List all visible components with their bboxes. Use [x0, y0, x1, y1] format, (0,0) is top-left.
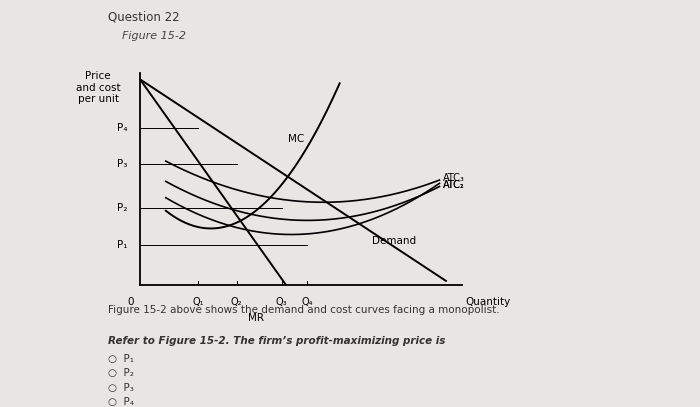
- Text: Figure 15-2: Figure 15-2: [122, 31, 186, 41]
- Text: ○  P₂: ○ P₂: [108, 368, 134, 379]
- Text: ATC₂: ATC₂: [442, 179, 464, 190]
- Text: Demand: Demand: [372, 236, 416, 245]
- Text: Price
and cost
per unit: Price and cost per unit: [76, 71, 120, 105]
- Text: Q₄: Q₄: [302, 297, 313, 307]
- Text: MC: MC: [288, 134, 304, 144]
- Text: MR: MR: [248, 313, 264, 323]
- Text: ○  P₃: ○ P₃: [108, 383, 134, 393]
- Text: ATC₃: ATC₃: [442, 173, 465, 183]
- Text: ○  P₄: ○ P₄: [108, 397, 134, 407]
- Text: Q₁: Q₁: [193, 297, 204, 307]
- Text: Question 22: Question 22: [108, 10, 180, 23]
- Text: P₄: P₄: [117, 123, 127, 133]
- Text: Refer to Figure 15-2. The firm’s profit-maximizing price is: Refer to Figure 15-2. The firm’s profit-…: [108, 336, 446, 346]
- Text: P₂: P₂: [117, 204, 127, 213]
- Text: Q₃: Q₃: [276, 297, 288, 307]
- Text: ○  P₁: ○ P₁: [108, 354, 134, 364]
- Text: 0: 0: [127, 297, 134, 307]
- Text: ATC₁: ATC₁: [442, 180, 464, 190]
- Text: Figure 15-2 above shows the demand and cost curves facing a monopolist.: Figure 15-2 above shows the demand and c…: [108, 305, 500, 315]
- Text: Quantity: Quantity: [466, 297, 510, 307]
- Text: Q₂: Q₂: [231, 297, 242, 307]
- Text: P₃: P₃: [117, 159, 127, 169]
- Text: P₁: P₁: [117, 240, 127, 249]
